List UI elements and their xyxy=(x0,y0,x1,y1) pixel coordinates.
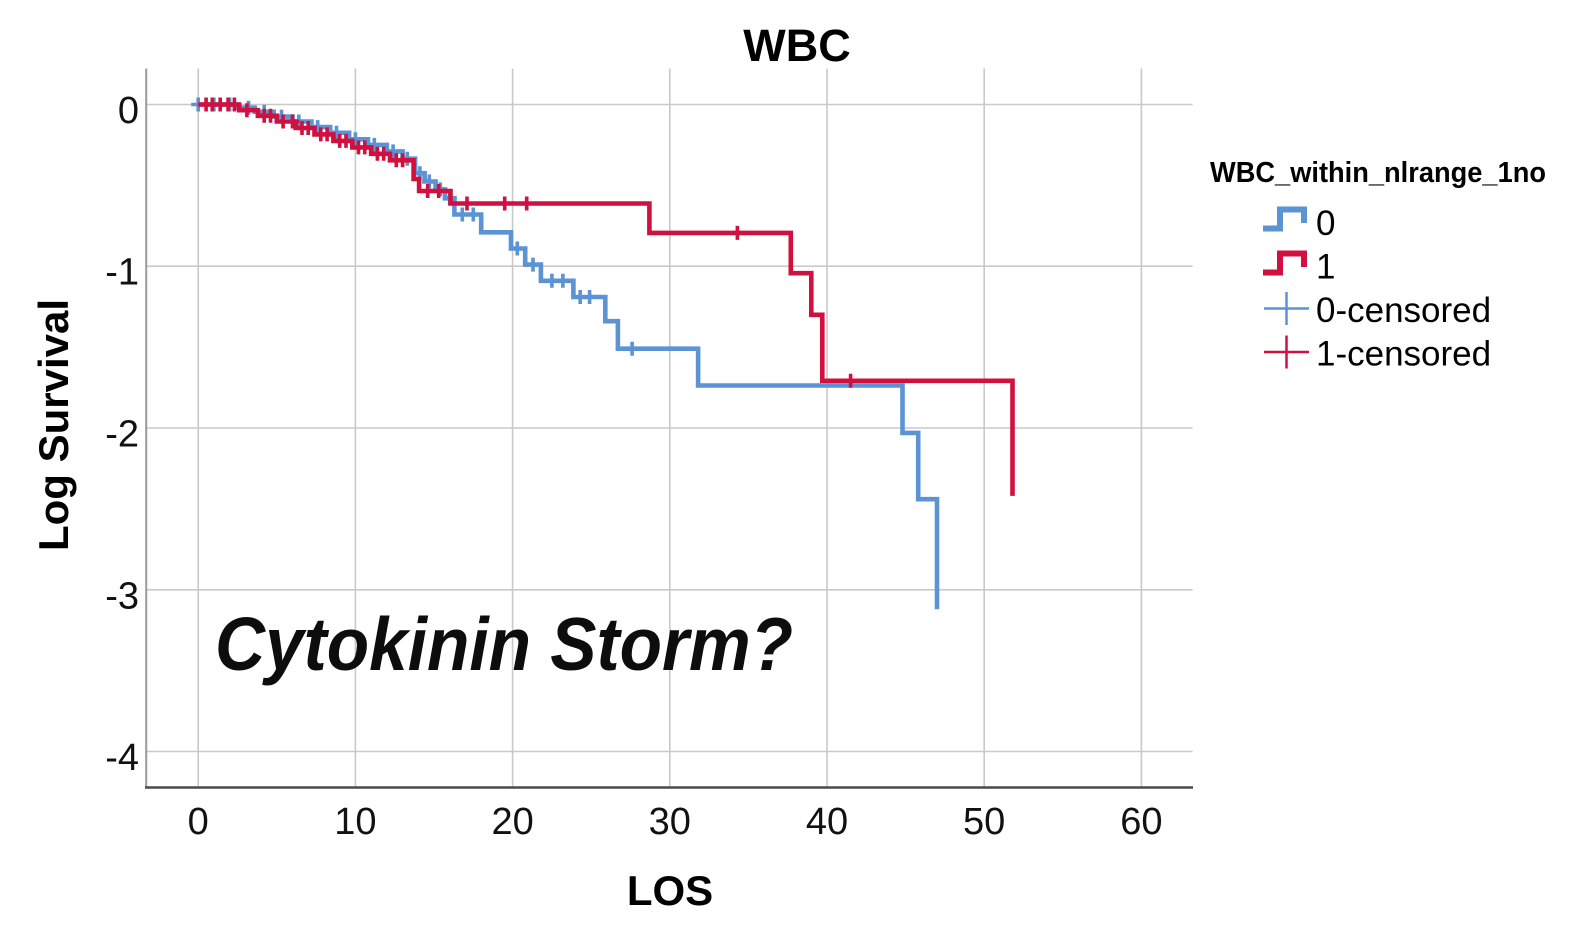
svg-text:60: 60 xyxy=(1120,801,1162,843)
svg-text:0-censored: 0-censored xyxy=(1316,291,1491,330)
svg-text:-4: -4 xyxy=(105,737,139,779)
svg-text:50: 50 xyxy=(963,801,1005,843)
svg-text:30: 30 xyxy=(649,801,691,843)
svg-text:0: 0 xyxy=(118,90,139,132)
svg-text:1-censored: 1-censored xyxy=(1316,335,1491,374)
svg-text:WBC: WBC xyxy=(743,20,850,71)
svg-text:20: 20 xyxy=(491,801,533,843)
svg-text:40: 40 xyxy=(806,801,848,843)
svg-text:0: 0 xyxy=(1316,204,1335,243)
svg-text:0: 0 xyxy=(188,801,209,843)
svg-text:Cytokinin Storm?: Cytokinin Storm? xyxy=(215,602,793,686)
svg-text:1: 1 xyxy=(1316,248,1335,287)
svg-text:10: 10 xyxy=(334,801,376,843)
svg-text:-3: -3 xyxy=(105,575,139,617)
svg-text:LOS: LOS xyxy=(627,867,713,914)
svg-text:Log Survival: Log Survival xyxy=(30,299,77,551)
svg-text:WBC_within_nlrange_1no: WBC_within_nlrange_1no xyxy=(1210,157,1546,189)
svg-text:-2: -2 xyxy=(105,414,139,456)
svg-text:-1: -1 xyxy=(105,252,139,294)
